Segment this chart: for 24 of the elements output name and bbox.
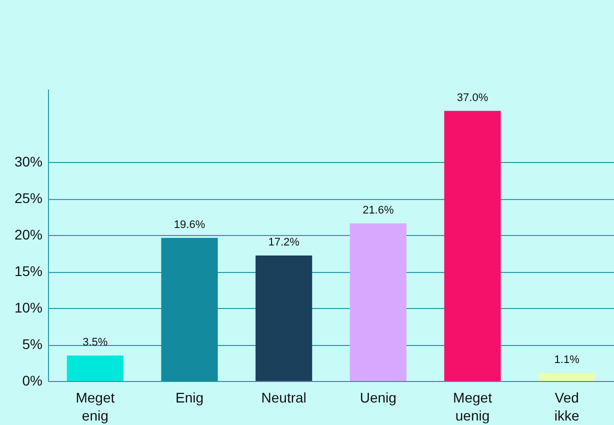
y-tick-label: 20% bbox=[14, 226, 42, 242]
y-tick-label: 10% bbox=[14, 300, 42, 316]
data-label: 19.6% bbox=[174, 218, 206, 231]
x-tick-label: Ved ikke bbox=[554, 390, 580, 424]
x-tick-label: Meget uenig bbox=[453, 390, 492, 424]
bar bbox=[66, 355, 124, 381]
data-label: 37.0% bbox=[456, 92, 488, 104]
y-tick-label: 30% bbox=[14, 154, 42, 170]
bar bbox=[444, 110, 501, 381]
x-tick-label: Uenig bbox=[360, 390, 396, 406]
bar bbox=[350, 223, 406, 381]
bar bbox=[161, 238, 218, 381]
y-tick-label: 25% bbox=[14, 190, 42, 206]
y-tick-label: 0% bbox=[22, 372, 42, 388]
y-tick-label: 5% bbox=[22, 336, 42, 352]
data-label: 1.1% bbox=[554, 354, 580, 366]
x-tick-label: Neutral bbox=[261, 390, 306, 406]
bar bbox=[538, 372, 596, 381]
x-tick-label: Meget enig bbox=[76, 390, 115, 424]
y-tick-label: 15% bbox=[14, 263, 42, 279]
x-tick-label: Enig bbox=[175, 390, 204, 406]
data-label: 17.2% bbox=[268, 236, 300, 248]
data-label: 21.6% bbox=[362, 204, 394, 216]
bar bbox=[256, 255, 312, 381]
